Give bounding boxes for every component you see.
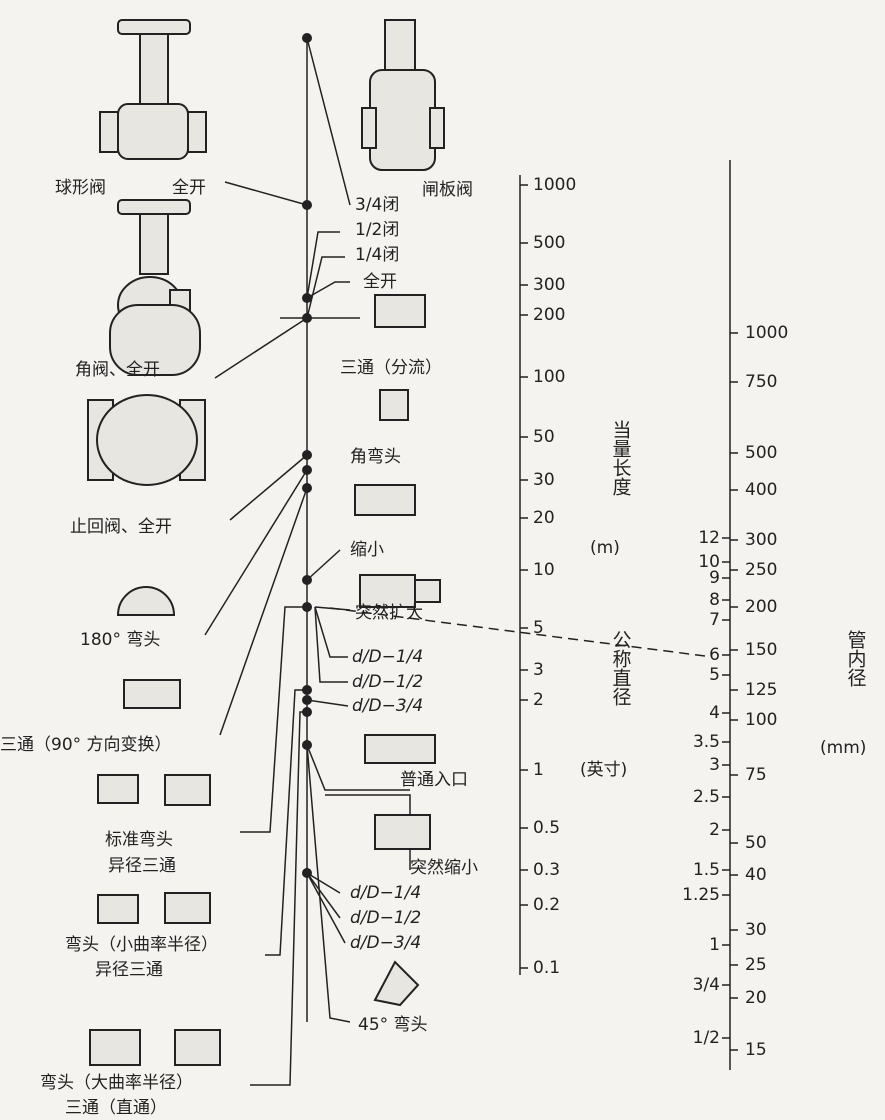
length-tick-label: 3 — [533, 660, 544, 680]
inch-tick-label: 3/4 — [693, 975, 720, 995]
middle-label: 角弯头 — [350, 447, 401, 467]
inch-tick-label: 8 — [709, 590, 720, 610]
nodes — [302, 33, 312, 878]
inch-tick-label: 3.5 — [693, 732, 720, 752]
left-label: 角阀、全开 — [75, 360, 160, 380]
mm-tick-label: 200 — [745, 597, 777, 617]
mm-tick-label: 400 — [745, 480, 777, 500]
mm-tick-label: 15 — [745, 1040, 767, 1060]
middle-label: 突然缩小 — [410, 858, 478, 878]
left-label: 全开 — [172, 178, 206, 198]
length-tick-label: 50 — [533, 427, 555, 447]
length-tick-label: 300 — [533, 275, 565, 295]
inch-tick-label: 4 — [709, 703, 720, 723]
length-tick-label: 100 — [533, 367, 565, 387]
left-label: 弯头（小曲率半径） — [65, 935, 218, 955]
middle-label: 1/4闭 — [355, 245, 399, 265]
inch-tick-label: 3 — [709, 755, 720, 775]
left-label: 三通（90° 方向变换） — [0, 735, 172, 755]
left-label: 三通（直通） — [65, 1098, 167, 1118]
middle-label: 闸板阀 — [422, 180, 473, 200]
length-title: 当量长度 — [610, 420, 632, 496]
inch-tick-label: 9 — [709, 568, 720, 588]
length-tick-label: 0.5 — [533, 818, 560, 838]
middle-label: 全开 — [363, 272, 397, 292]
length-tick-label: 20 — [533, 508, 555, 528]
mm-tick-label: 300 — [745, 530, 777, 550]
inch-tick-label: 5 — [709, 665, 720, 685]
left-label: 弯头（大曲率半径） — [40, 1073, 193, 1093]
left-label: 异径三通 — [108, 856, 176, 876]
middle-label: 3/4闭 — [355, 195, 399, 215]
mm-tick-label: 750 — [745, 372, 777, 392]
mm-tick-label: 50 — [745, 833, 767, 853]
mm-title: 管内径 — [845, 630, 867, 687]
inch-tick-label: 7 — [709, 610, 720, 630]
mm-unit: (mm) — [820, 738, 866, 758]
mm-tick-label: 20 — [745, 988, 767, 1008]
middle-label: d/D−1/2 — [350, 908, 421, 928]
length-tick-label: 200 — [533, 305, 565, 325]
middle-label: d/D−1/2 — [352, 672, 423, 692]
middle-label: 普通入口 — [400, 770, 468, 790]
left-label: 球形阀 — [55, 178, 106, 198]
length-tick-label: 2 — [533, 690, 544, 710]
length-tick-label: 1000 — [533, 175, 576, 195]
left-label: 异径三通 — [95, 960, 163, 980]
inch-tick-label: 10 — [698, 552, 720, 572]
length-tick-label: 10 — [533, 560, 555, 580]
inch-tick-label: 1 — [709, 935, 720, 955]
length-tick-label: 500 — [533, 233, 565, 253]
inch-tick-label: 1/2 — [693, 1028, 720, 1048]
middle-label: 三通（分流） — [340, 358, 442, 378]
length-unit: (m) — [590, 538, 620, 558]
middle-label: d/D−3/4 — [350, 933, 421, 953]
mm-tick-label: 25 — [745, 955, 767, 975]
left-label: 标准弯头 — [105, 830, 173, 850]
middle-label: 突然扩大 — [355, 603, 423, 623]
inch-tick-label: 2.5 — [693, 787, 720, 807]
inch-tick-label: 1.25 — [682, 885, 720, 905]
length-tick-label: 1 — [533, 760, 544, 780]
inch-tick-label: 1.5 — [693, 860, 720, 880]
mm-tick-label: 150 — [745, 640, 777, 660]
inch-tick-label: 12 — [698, 528, 720, 548]
middle-label: 1/2闭 — [355, 220, 399, 240]
fitting-icons — [87, 19, 445, 1066]
mm-tick-label: 30 — [745, 920, 767, 940]
inch-tick-label: 2 — [709, 820, 720, 840]
inch-tick-label: 6 — [709, 645, 720, 665]
left-label: 180° 弯头 — [80, 630, 160, 650]
mm-tick-label: 500 — [745, 443, 777, 463]
mm-tick-label: 40 — [745, 865, 767, 885]
middle-label: d/D−3/4 — [352, 696, 423, 716]
length-tick-label: 0.3 — [533, 860, 560, 880]
mm-tick-label: 250 — [745, 560, 777, 580]
length-tick-label: 5 — [533, 618, 544, 638]
mm-tick-label: 1000 — [745, 323, 788, 343]
middle-label: 缩小 — [350, 540, 384, 560]
middle-label: d/D−1/4 — [350, 883, 421, 903]
inch-title: 公称直径 — [610, 630, 632, 706]
middle-label: 45° 弯头 — [358, 1015, 428, 1035]
inch-unit: (英寸) — [580, 760, 627, 780]
mm-tick-label: 75 — [745, 765, 767, 785]
length-tick-label: 0.1 — [533, 958, 560, 978]
mm-tick-label: 125 — [745, 680, 777, 700]
length-tick-label: 0.2 — [533, 895, 560, 915]
middle-label: d/D−1/4 — [352, 647, 423, 667]
length-tick-label: 30 — [533, 470, 555, 490]
left-label: 止回阀、全开 — [70, 517, 172, 537]
mm-tick-label: 100 — [745, 710, 777, 730]
